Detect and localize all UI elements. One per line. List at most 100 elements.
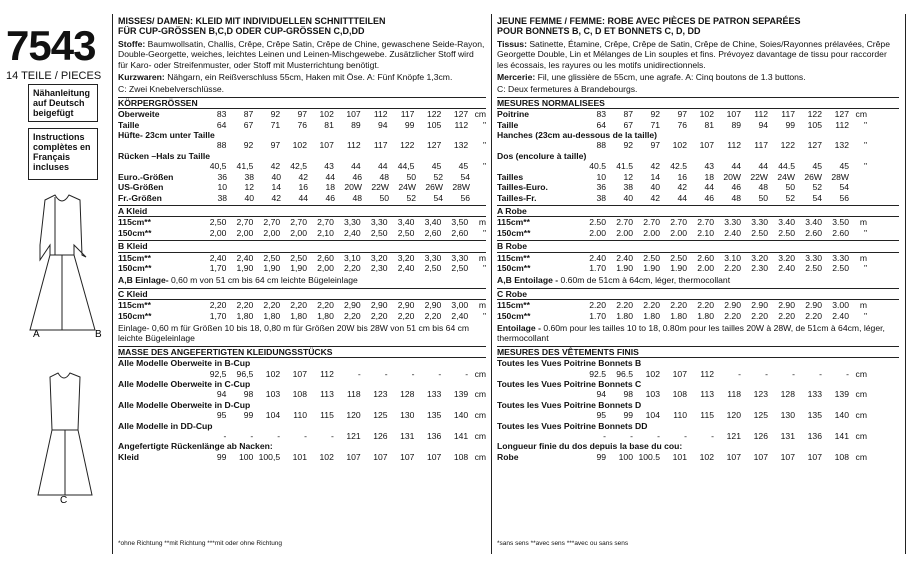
row-label: Tailles-Euro. xyxy=(497,182,548,193)
cell: 3.00 xyxy=(832,300,849,311)
cell: 107 xyxy=(346,109,361,120)
table-row: 92.5 96.5 102 107 112- - - - - cm xyxy=(497,369,899,379)
cell: 122 xyxy=(400,140,415,151)
unit: cm xyxy=(855,410,867,421)
cell: 107 xyxy=(319,140,334,151)
cell: 26W xyxy=(804,171,822,182)
cell: 2.40 xyxy=(724,227,741,238)
row-label: Robe xyxy=(497,451,519,462)
unit: cm xyxy=(855,368,867,379)
row-label-space xyxy=(118,369,200,379)
cell: - xyxy=(304,431,307,442)
divider xyxy=(491,14,492,554)
cell: 94 xyxy=(596,389,606,400)
cell: 1.80 xyxy=(697,310,714,321)
cell: 98 xyxy=(243,389,254,400)
cell: 97 xyxy=(650,140,660,151)
cell: 3.20 xyxy=(751,252,768,263)
cell: 3.40 xyxy=(778,217,795,228)
row-label: 115cm** xyxy=(118,300,151,311)
cell: 118 xyxy=(727,389,741,400)
heading: FÜR CUP-GRÖSSEN B,C,D ODER CUP-GRÖSSEN C… xyxy=(118,26,365,37)
cell: 2,50 xyxy=(451,262,469,273)
cell: 36 xyxy=(217,171,227,182)
view-label: A xyxy=(33,329,40,340)
cell: 103 xyxy=(265,389,281,400)
paragraph: Entoilage - 0.60m pour les tailles 10 to… xyxy=(497,323,899,344)
cell: 2.40 xyxy=(832,310,849,321)
view-label: C xyxy=(60,495,67,506)
unit: m xyxy=(859,300,867,311)
unit: cm xyxy=(855,431,867,442)
table-row: Fr.-Größen 38 40 42 44 46 48 50 52 54 56 xyxy=(118,193,486,203)
cell: 2,40 xyxy=(209,252,227,263)
cell: 113 xyxy=(320,389,334,400)
table-row: Tailles 10 12 14 16 18 20W 22W 24W 26W 28W xyxy=(497,172,899,182)
cell: 2,10 xyxy=(317,227,334,238)
unit: cm xyxy=(474,368,487,379)
cell: 102 xyxy=(699,451,714,462)
table-row: Angefertigte Rückenlänge ab Nacken: xyxy=(118,441,486,451)
row-label: Toutes les Vues Poitrine Bonnets C xyxy=(497,379,642,389)
cell: 97 xyxy=(677,109,687,120)
cell: 102 xyxy=(319,451,334,462)
row-label: Tailles-Fr. xyxy=(497,192,537,203)
section-heading: MESURES DES VÊTEMENTS FINIS xyxy=(497,345,899,359)
table-row: Oberweite 83 87 92 97 102 107 112 117 122 127 cm xyxy=(118,109,486,119)
cell: 36 xyxy=(596,182,606,193)
paragraph: Tissus: Satinette, Étamine, Crêpe, Crêpe… xyxy=(497,39,899,70)
cell: 92.5 xyxy=(589,368,606,379)
cell: 88 xyxy=(216,140,227,151)
cell: 3.30 xyxy=(724,217,741,228)
cell: 126 xyxy=(373,431,388,442)
table-row: Robe 99 100 100.5 101 102 107 107 107 107 108 cm xyxy=(497,452,899,462)
cell: 104 xyxy=(645,410,660,421)
unit: " xyxy=(863,140,867,151)
cell: 2.70 xyxy=(616,217,633,228)
cell: 92 xyxy=(270,109,281,120)
cell: 2,50 xyxy=(290,252,307,263)
cell: 56 xyxy=(839,192,849,203)
cell: 3.40 xyxy=(805,217,822,228)
cell: 81 xyxy=(704,119,714,130)
cell: 2,20 xyxy=(343,262,361,273)
cell: 1,70 xyxy=(209,310,227,321)
table-row: 94 98 103 108 113 118 123 128 133 139 cm xyxy=(497,389,899,399)
row-label-space xyxy=(118,161,200,171)
section-heading: C Kleid xyxy=(118,287,486,301)
cell: 40 xyxy=(623,192,633,203)
footnote: *sans sens **avec sens ***avec ou sans s… xyxy=(497,540,629,547)
cell: 3,30 xyxy=(343,217,361,228)
row-label: Poitrine xyxy=(497,109,529,120)
cell: 2.50 xyxy=(805,262,822,273)
paragraph-lead: Tissus: xyxy=(497,38,527,49)
cell: 2,50 xyxy=(397,227,415,238)
cell: 112 xyxy=(454,119,469,130)
cell: 42 xyxy=(677,182,687,193)
cell: 1,90 xyxy=(263,262,281,273)
row-label: Kleid xyxy=(118,451,140,462)
cell: 117 xyxy=(754,140,768,151)
cell: 2.90 xyxy=(778,300,795,311)
cell: 2,20 xyxy=(424,310,442,321)
cell: 112 xyxy=(754,109,768,120)
cell: - xyxy=(223,431,227,442)
cell: 108 xyxy=(292,389,307,400)
cell: 3.10 xyxy=(724,252,741,263)
section-heading: B Robe xyxy=(497,240,899,253)
cell: - xyxy=(603,431,606,442)
unit: " xyxy=(483,310,487,321)
row-label: Hüfte- 23cm unter Taille xyxy=(118,130,215,141)
cell: 2,40 xyxy=(451,310,469,321)
cell: 42,5 xyxy=(290,161,307,172)
cell: 1.90 xyxy=(670,262,687,273)
unit: m xyxy=(478,217,487,228)
cell: 44 xyxy=(704,182,714,193)
cell: 2.90 xyxy=(724,300,741,311)
cell: 102 xyxy=(672,140,687,151)
cell: 3.30 xyxy=(832,252,849,263)
cell: 117 xyxy=(400,109,415,120)
row-label: Alle Modelle in DD-Cup xyxy=(118,420,213,431)
cell: 2.10 xyxy=(697,227,714,238)
table-row: - - - - - 121 126 131 136 141 cm xyxy=(497,431,899,441)
